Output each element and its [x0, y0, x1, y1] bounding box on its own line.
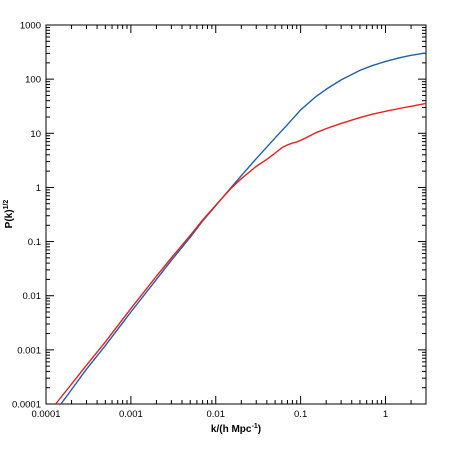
x-tick-label: 0.001 [119, 409, 143, 420]
y-tick-label: 10 [30, 129, 41, 140]
series-line-2 [55, 102, 427, 405]
y-tick-label: 1000 [20, 21, 41, 32]
series-line-1 [60, 52, 427, 405]
series [55, 52, 427, 405]
y-tick-label: 1 [36, 183, 41, 194]
x-axis-title: k/(h Mpc-1) [211, 423, 261, 435]
y-axis-title: P(k)1/2 [3, 200, 15, 229]
y-tick-label: 0.1 [28, 237, 41, 248]
x-tick-label: 0.01 [207, 409, 226, 420]
x-tick-label: 0.0001 [31, 409, 60, 420]
plot-frame [45, 24, 427, 405]
ticks [45, 24, 427, 405]
x-tick-label: 0.1 [294, 409, 307, 420]
y-tick-label: 0.01 [23, 291, 42, 302]
y-tick-label: 0.0001 [12, 400, 41, 411]
y-tick-label: 0.001 [17, 345, 41, 356]
x-tick-label: 1 [383, 409, 388, 420]
tick-labels: 0.0001 0.001 0.01 0.1 1 0.0001 0.001 0.01 0.1 1 10… [12, 21, 388, 421]
y-tick-label: 100 [25, 75, 41, 86]
